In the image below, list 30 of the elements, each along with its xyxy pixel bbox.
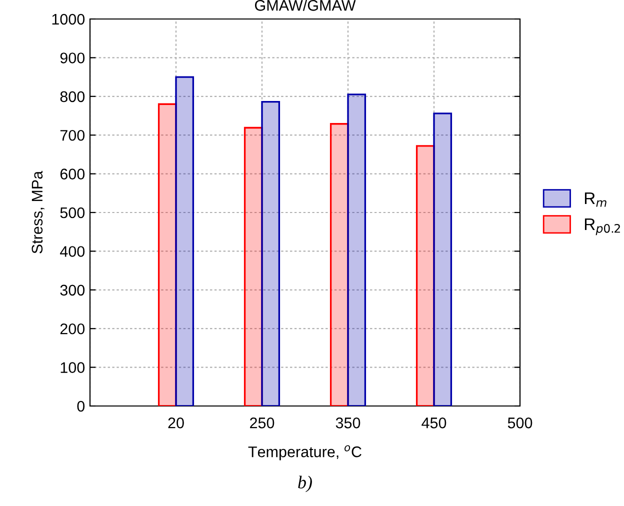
bar — [244, 126, 263, 406]
bar — [158, 103, 177, 406]
y-tick-label: 800 — [60, 91, 85, 102]
y-axis-title: Stress, MPa — [32, 170, 44, 254]
y-tick-label: 0 — [77, 400, 85, 412]
x-tick-label: 250 — [250, 418, 274, 428]
y-tick-label: 300 — [60, 284, 85, 296]
y-tick-label: 400 — [60, 246, 85, 257]
x-axis-title: Temperature, $^{o}$C — [248, 445, 362, 460]
x-tick-label: 20 — [168, 418, 184, 428]
y-tick-label: 700 — [60, 130, 85, 141]
bar — [433, 112, 452, 406]
legend-label: R$_{p0.2}$ — [584, 218, 620, 236]
bar — [261, 100, 280, 406]
x-tick-label: 500 — [508, 418, 532, 428]
bar — [175, 76, 194, 406]
text: b) — [298, 476, 312, 492]
bar — [416, 145, 435, 406]
y-tick-label: 100 — [60, 362, 85, 373]
x-tick-label: 350 — [336, 418, 360, 428]
bar — [347, 94, 366, 406]
legend-label: R$_{m}$ — [584, 192, 606, 207]
x-tick-label: 450 — [422, 418, 446, 428]
y-tick-label: 200 — [60, 323, 85, 334]
y-tick-label: 600 — [60, 168, 85, 180]
y-tick-label: 1000 — [52, 14, 85, 25]
chart-title: GMAW/GMAW — [255, 0, 356, 11]
bar — [330, 123, 349, 406]
y-tick-label: 500 — [60, 207, 85, 218]
y-tick-label: 900 — [60, 52, 85, 64]
